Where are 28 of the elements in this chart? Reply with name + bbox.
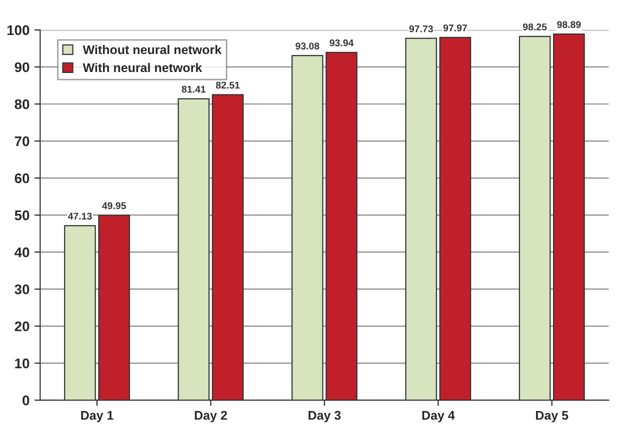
x-tick-label: Day 2 [194, 410, 227, 422]
y-tick-label: 80 [14, 99, 30, 110]
x-tick-label: Day 3 [308, 410, 341, 422]
data-label: 93.08 [296, 42, 320, 50]
y-tick-label: 70 [14, 136, 30, 146]
y-tick-label: 100 [7, 25, 30, 36]
x-tick-label: Day 5 [536, 411, 568, 422]
y-tick-label: 20 [14, 321, 30, 332]
y-tick-label: 0 [22, 396, 30, 406]
y-tick-label: 50 [14, 210, 30, 220]
x-tick-label: Day 4 [422, 411, 455, 422]
data-label: 98.25 [522, 23, 547, 30]
y-tick-label: 30 [14, 284, 30, 294]
legend-label: With neural network [82, 62, 202, 72]
data-label: 47.13 [68, 212, 92, 220]
y-tick-label: 90 [14, 62, 30, 72]
data-label: 98.89 [557, 21, 581, 28]
y-tick-label: 40 [14, 247, 30, 258]
data-label: 82.51 [216, 82, 240, 89]
legend-label: Without neural network [82, 44, 222, 54]
data-label: 81.41 [182, 86, 206, 93]
x-tick-label: Day 1 [81, 411, 114, 422]
data-label: 97.73 [409, 25, 433, 32]
data-label: 97.97 [443, 24, 467, 32]
data-label: 49.95 [102, 202, 126, 210]
y-tick-label: 10 [15, 358, 30, 368]
data-label: 93.94 [330, 39, 354, 46]
y-tick-label: 60 [14, 173, 30, 184]
